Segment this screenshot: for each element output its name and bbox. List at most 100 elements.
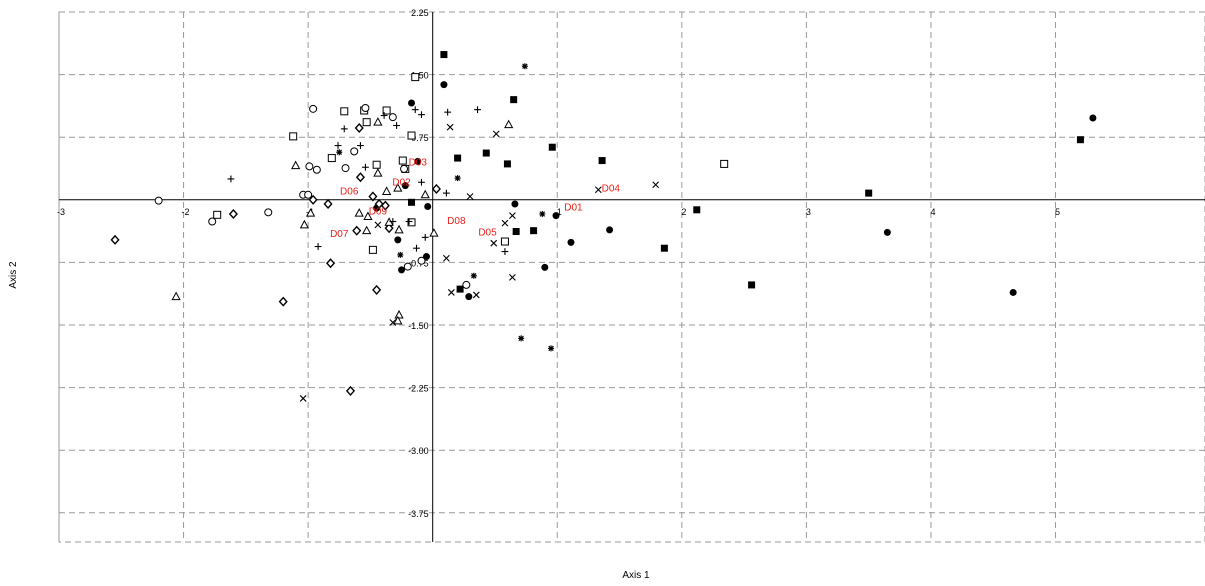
data-point-open-circle (304, 190, 313, 199)
data-point-open-square (720, 159, 729, 168)
data-point-open-circle (361, 103, 370, 112)
point-label: D04 (602, 183, 621, 194)
data-point-filled-circle (1089, 114, 1097, 122)
data-point-x-cross (652, 181, 660, 189)
data-point-diamond (431, 183, 441, 194)
data-point-filled-circle (414, 157, 422, 165)
data-point-triangle (305, 208, 316, 217)
y-tick-label: -3.00 (408, 446, 429, 456)
data-point-open-square (368, 245, 377, 254)
data-point-filled-square (408, 198, 416, 206)
data-point-filled-circle (511, 200, 519, 208)
data-point-open-circle (350, 147, 359, 156)
data-point-open-circle (305, 162, 314, 171)
data-point-asterisk (454, 175, 461, 182)
data-point-asterisk (336, 149, 343, 156)
data-point-asterisk (397, 251, 404, 258)
data-point-filled-circle (424, 202, 432, 210)
data-point-diamond (355, 172, 365, 183)
x-tick-label: 4 (930, 207, 935, 217)
data-point-x-cross (299, 395, 307, 402)
point-label: D02 (392, 177, 411, 188)
data-point-diamond (352, 225, 362, 236)
data-point-x-cross (466, 193, 474, 200)
data-point-triangle (394, 309, 404, 319)
point-label: D06 (340, 187, 359, 198)
data-point-plus (411, 106, 419, 114)
data-point-filled-circle (567, 238, 575, 246)
y-tick-label: -2.25 (408, 384, 429, 394)
data-point-plus (393, 122, 400, 129)
data-point-diamond (278, 296, 288, 307)
data-point-x-cross (389, 319, 397, 326)
data-point-open-square (340, 107, 349, 116)
data-point-asterisk (548, 345, 555, 352)
point-label: D07 (330, 229, 349, 240)
data-point-diamond (372, 284, 382, 295)
data-point-triangle (299, 219, 310, 229)
data-point-filled-square (865, 189, 873, 197)
data-point-triangle (363, 211, 373, 220)
data-point-triangle (373, 168, 383, 177)
data-point-open-square (382, 106, 391, 115)
data-point-open-square (327, 154, 336, 163)
data-point-triangle (394, 224, 404, 234)
data-point-filled-square (748, 281, 756, 289)
data-point-triangle (429, 228, 439, 237)
data-point-filled-square (440, 51, 448, 59)
data-point-diamond (380, 200, 390, 211)
data-point-filled-circle (465, 293, 473, 301)
data-point-asterisk (521, 63, 528, 70)
data-point-filled-square (456, 285, 464, 293)
data-point-filled-circle (408, 99, 416, 107)
point-labels: D01 D02 D03 D04 D05 D06 D07 D08 D09 (330, 157, 620, 240)
data-point-plus (474, 106, 481, 114)
data-point-plus (227, 175, 235, 183)
data-point-diamond (384, 223, 394, 234)
data-point-diamond (374, 198, 384, 210)
data-point-open-square (213, 210, 222, 219)
y-tick-label: 1.50 (411, 71, 429, 81)
data-point-open-circle (312, 165, 321, 174)
data-point-plus (444, 108, 452, 116)
data-point-x-cross (501, 219, 509, 227)
data-point-triangle (393, 315, 403, 325)
data-point-open-circle (341, 164, 350, 173)
data-point-diamond (326, 258, 336, 269)
data-point-filled-square (660, 244, 668, 252)
data-point-filled-circle (1009, 288, 1017, 296)
data-point-plus (362, 163, 369, 171)
x-tick-label: 2 (681, 207, 686, 217)
point-label: D01 (564, 202, 583, 213)
data-point-diamond (323, 198, 333, 210)
data-point-filled-circle (440, 81, 448, 89)
point-label: D08 (447, 216, 466, 227)
x-tick-label: 3 (806, 207, 811, 217)
data-point-plus (442, 189, 450, 197)
data-point-open-square (289, 132, 298, 141)
data-point-open-square (372, 160, 381, 169)
point-label: D05 (478, 228, 497, 239)
data-point-plus (418, 111, 425, 119)
x-tick-label: 5 (1055, 207, 1060, 217)
data-point-x-cross (490, 239, 498, 247)
data-point-filled-circle (541, 263, 549, 271)
point-label: D03 (409, 157, 428, 168)
data-point-filled-circle (401, 182, 409, 190)
data-point-filled-square (512, 228, 520, 236)
data-point-plus (380, 112, 388, 119)
data-point-asterisk (539, 210, 546, 217)
data-point-open-square (500, 237, 509, 246)
data-point-filled-square (548, 143, 556, 151)
data-point-triangle (362, 225, 372, 235)
data-point-triangle (420, 189, 430, 199)
data-point-filled-circle (883, 228, 891, 236)
data-point-filled-square (482, 149, 490, 157)
data-point-filled-circle (422, 253, 430, 261)
x-tick-label: -2 (182, 207, 190, 217)
data-point-open-circle (208, 217, 217, 226)
data-point-filled-circle (398, 266, 406, 274)
data-point-triangle (393, 183, 403, 192)
y-tick-label: -0.75 (408, 258, 429, 268)
